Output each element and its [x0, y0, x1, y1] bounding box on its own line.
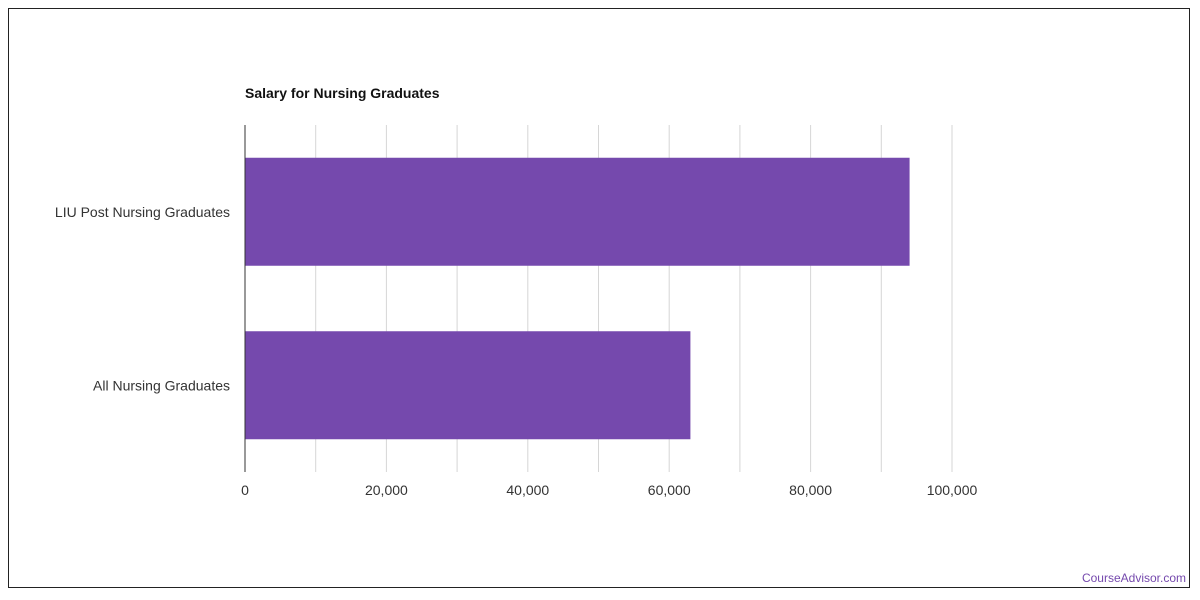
category-label: LIU Post Nursing Graduates — [55, 204, 230, 220]
x-tick-label: 0 — [241, 482, 249, 498]
bar-1 — [245, 157, 910, 266]
source-watermark[interactable]: CourseAdvisor.com — [1081, 571, 1186, 585]
x-tick-label: 100,000 — [927, 482, 978, 498]
chart-title: Salary for Nursing Graduates — [245, 85, 440, 101]
bar-2 — [245, 331, 691, 440]
category-label: All Nursing Graduates — [93, 377, 230, 393]
x-tick-label: 20,000 — [365, 482, 408, 498]
x-tick-label: 40,000 — [506, 482, 549, 498]
x-tick-label: 60,000 — [648, 482, 691, 498]
x-tick-label: 80,000 — [789, 482, 832, 498]
